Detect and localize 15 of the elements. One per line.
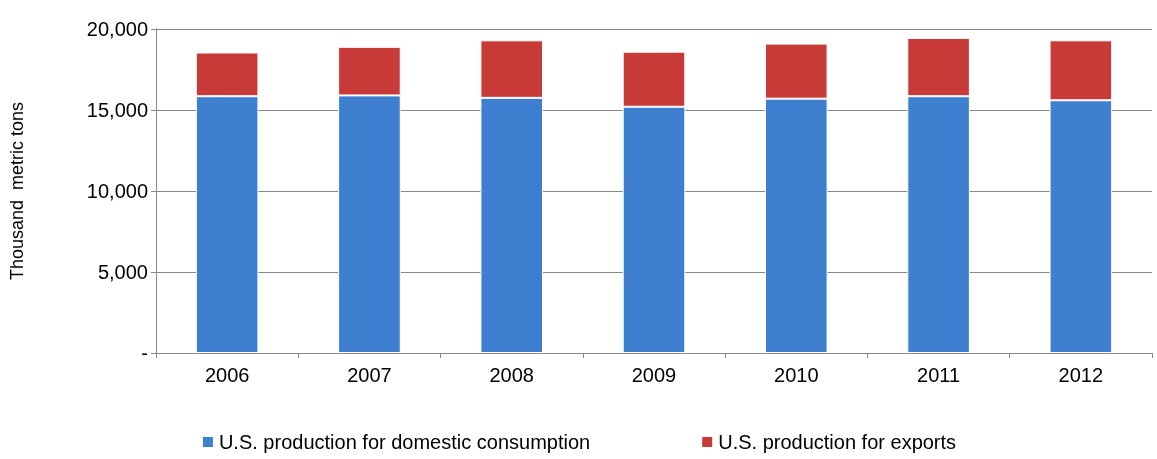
y-tick-label: 5,000 (97, 261, 148, 283)
x-tick-label: 2009 (631, 364, 677, 386)
x-tick-label: 2008 (489, 364, 534, 386)
x-tick-label: 2012 (1058, 364, 1104, 386)
y-tick-label: 15,000 (86, 99, 148, 121)
y-tick-label: - (141, 342, 148, 364)
x-tick-label: 2011 (917, 364, 961, 386)
legend-label: U.S. production for exports (718, 431, 957, 453)
x-tick-label: 2010 (774, 364, 819, 386)
legend-label: U.S. production for domestic consumption (218, 431, 591, 453)
x-tick-label: 2007 (347, 364, 392, 386)
x-tick-label: 2006 (204, 364, 250, 386)
y-tick-label: 20,000 (86, 18, 148, 40)
y-axis-title: Thousand metric tons (7, 101, 27, 281)
y-tick-label: 10,000 (86, 180, 148, 202)
